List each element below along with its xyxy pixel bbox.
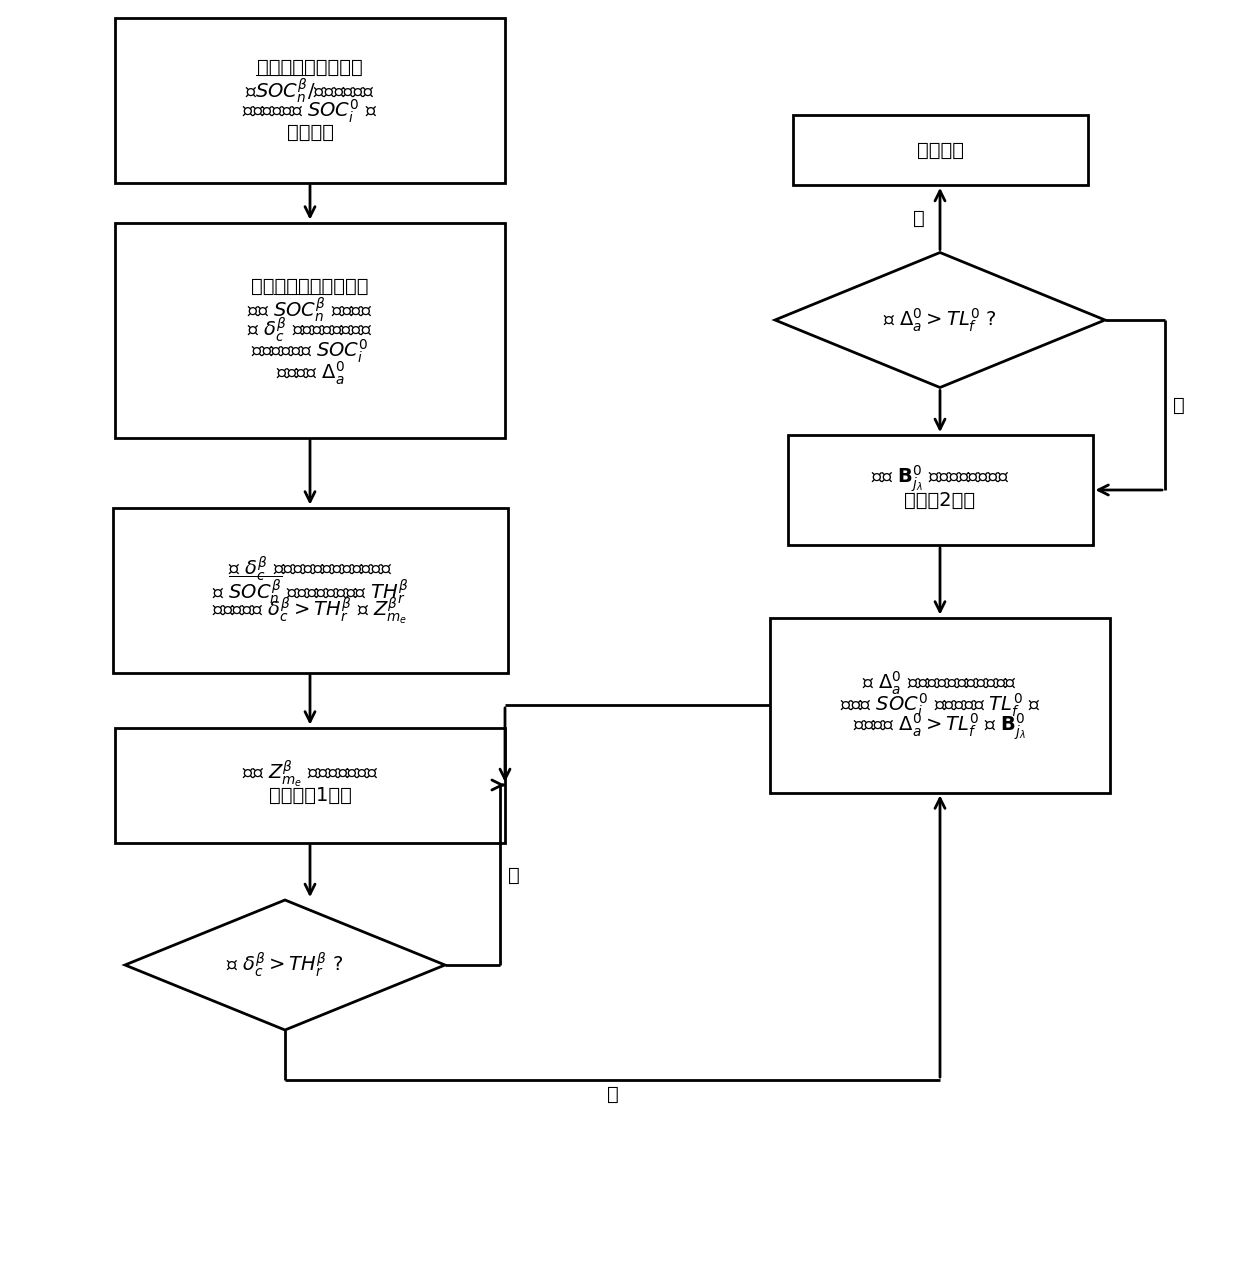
Bar [115,18,505,183]
Text: 单体电池相邻 $SOC_i^0$: 单体电池相邻 $SOC_i^0$ [252,338,368,366]
Text: 否: 否 [913,210,925,229]
Text: 作比较，记 $\delta_c^{\beta}>TH_r^{\beta}$ 为 $Z_{m_e}^{\beta}$: 作比较，记 $\delta_c^{\beta}>TH_r^{\beta}$ 为 … [212,596,408,627]
Text: 间的差值 $\Delta_a^0$: 间的差值 $\Delta_a^0$ [275,359,345,387]
Text: 值$\overline{SOC_n^{\beta}}$/各单体电池包: 值$\overline{SOC_n^{\beta}}$/各单体电池包 [246,72,374,105]
Text: 是: 是 [1173,395,1184,414]
Text: 根据 $\mathbf{B}_{j_\lambda}^0$ 的状态组合均衡动: 根据 $\mathbf{B}_{j_\lambda}^0$ 的状态组合均衡动 [870,464,1009,494]
Text: 降序排列: 降序排列 [286,123,334,142]
Text: 各 $\delta_c^{\beta}>TH_r^{\beta}$ ?: 各 $\delta_c^{\beta}>TH_r^{\beta}$ ? [227,951,343,979]
Text: 作如表2所示: 作如表2所示 [904,491,976,511]
Bar [792,116,1087,185]
Text: 邻 $\overline{SOC_n^{\beta}}$ 值之间的差值阈值 $TH_r^{\beta}$: 邻 $\overline{SOC_n^{\beta}}$ 值之间的差值阈值 $T… [212,573,408,607]
Text: 将 $\delta_c^{\beta}$ 与每层各单体电池包对应相: 将 $\delta_c^{\beta}$ 与每层各单体电池包对应相 [228,554,392,583]
Text: 对每层各单体电池包: 对每层各单体电池包 [257,58,363,77]
Bar [113,508,507,673]
Polygon shape [125,900,445,1030]
Text: 将 $\Delta_a^0$ 与各单体电池包中单体电: 将 $\Delta_a^0$ 与各单体电池包中单体电 [863,669,1018,697]
Text: 池相邻 $SOC_i^0$ 之间的差值 $TL_f^0$ 作: 池相邻 $SOC_i^0$ 之间的差值 $TL_f^0$ 作 [839,691,1040,719]
Text: 动作如表1所示: 动作如表1所示 [269,786,351,805]
Text: 求出每层各单体电池包: 求出每层各单体电池包 [252,277,368,296]
Text: 中各单体电池 $SOC_i^0$ 值: 中各单体电池 $SOC_i^0$ 值 [242,97,378,124]
Text: 否: 否 [606,1085,619,1104]
Text: 值 $\delta_c^{\beta}$ 和各单体电池包中: 值 $\delta_c^{\beta}$ 和各单体电池包中 [247,316,373,344]
Bar [770,617,1110,792]
Text: 根据 $Z_{m_e}^{\beta}$ 的状态组合均衡: 根据 $Z_{m_e}^{\beta}$ 的状态组合均衡 [242,758,378,790]
Bar [115,728,505,842]
Text: 是: 是 [508,865,520,884]
Bar [115,222,505,437]
Text: 相邻 $\overline{SOC_n^{\beta}}$ 值间的差: 相邻 $\overline{SOC_n^{\beta}}$ 值间的差 [247,292,373,325]
Text: 各 $\Delta_a^0>TL_f^0$ ?: 各 $\Delta_a^0>TL_f^0$ ? [883,306,997,334]
Bar [787,436,1092,545]
Text: 均衡完成: 均衡完成 [916,141,963,160]
Polygon shape [775,253,1105,387]
Text: 比较，记 $\Delta_a^0>TL_f^0$ 为 $\mathbf{B}_{j_\lambda}^0$: 比较，记 $\Delta_a^0>TL_f^0$ 为 $\mathbf{B}_{… [853,711,1027,742]
